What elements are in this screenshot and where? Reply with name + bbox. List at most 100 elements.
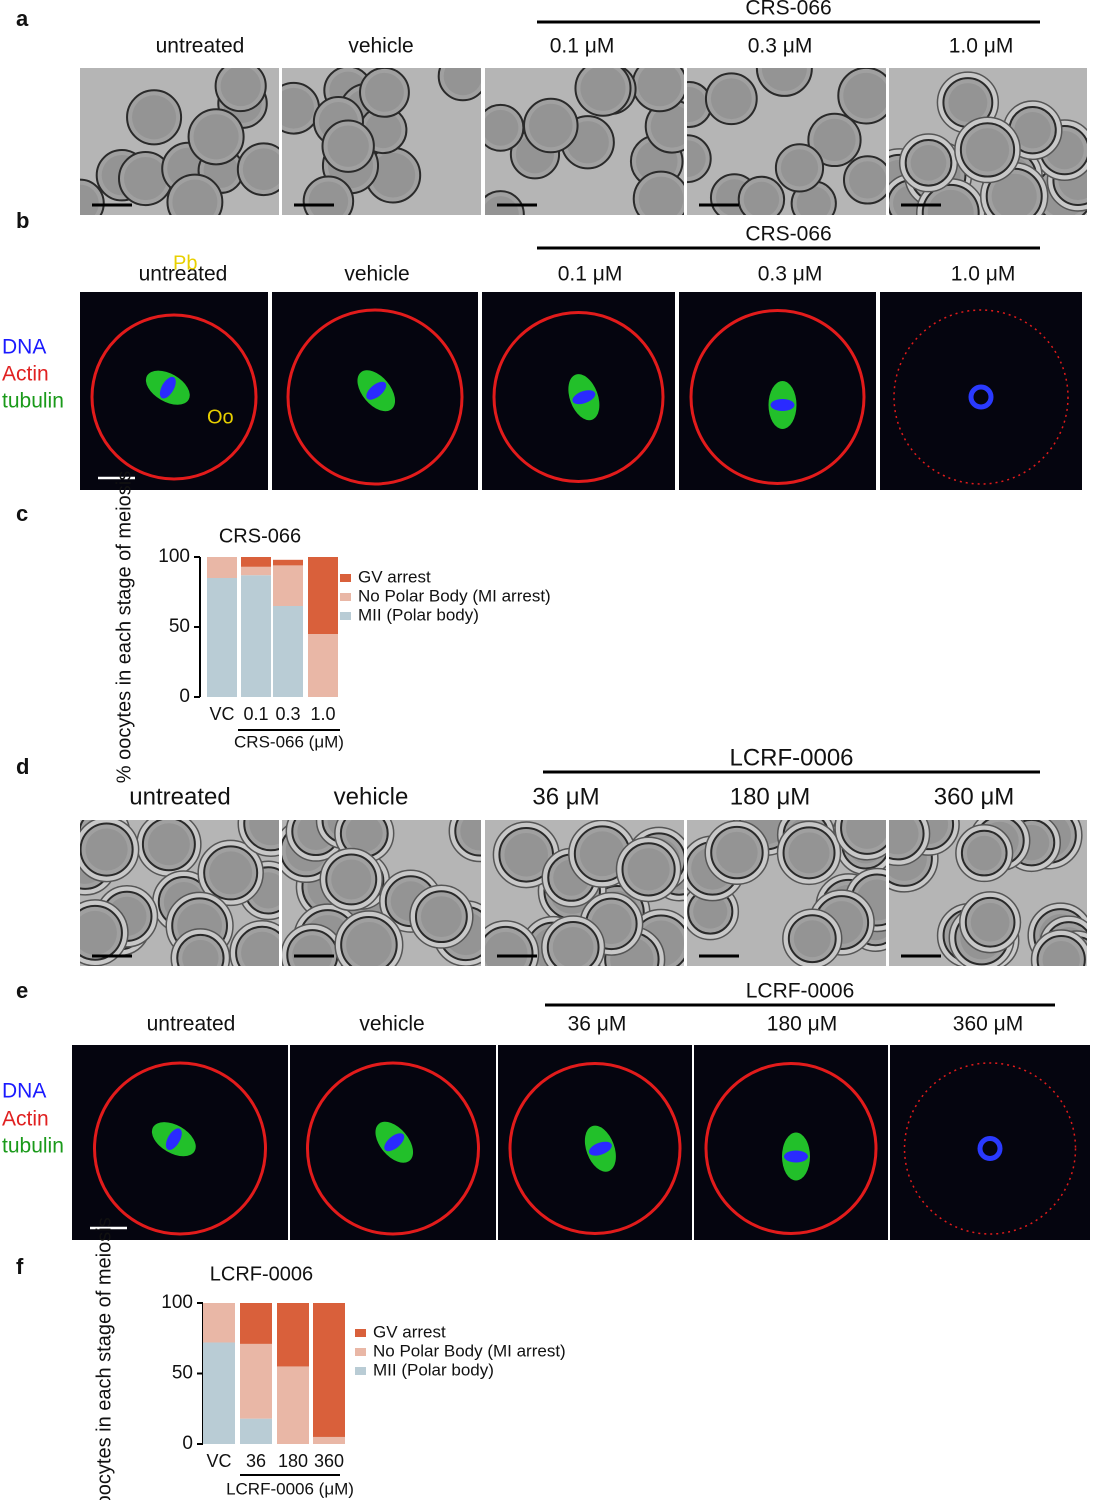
bar-segment (273, 606, 303, 697)
cytoplasm (241, 931, 279, 966)
column-label: untreated (139, 263, 228, 286)
y-tick-label: 50 (169, 616, 190, 637)
micrographs (72, 68, 1090, 1240)
chromosomes (770, 399, 795, 411)
legend-swatch (355, 1329, 366, 1337)
legend-swatch (340, 574, 351, 582)
chromosomes (366, 381, 387, 400)
bar-segment (313, 1436, 345, 1444)
brightfield-image (889, 68, 1087, 215)
cytoplasm (147, 823, 190, 866)
x-axis-label: LCRF-0006 (μM) (226, 1479, 354, 1498)
cytoplasm (242, 148, 279, 191)
fluorescence-image (890, 1045, 1090, 1240)
cytoplasm (843, 72, 886, 119)
legend-label: MII (Polar body) (358, 605, 479, 624)
cytoplasm (848, 161, 886, 199)
panel-label: a (16, 6, 29, 31)
channel-label: Actin (2, 363, 49, 386)
legend-label: MII (Polar body) (373, 1360, 494, 1379)
legend-label: GV arrest (373, 1322, 446, 1341)
cytoplasm (796, 186, 831, 215)
cytoplasm (85, 828, 128, 871)
cytoplasm (813, 118, 856, 162)
cytoplasm (365, 72, 404, 112)
legend-label: No Polar Body (MI arrest) (373, 1341, 566, 1360)
bar-segment (277, 1366, 309, 1444)
y-axis-label: % oocytes in each stage of meiosis (93, 1217, 115, 1500)
annotation: Oo (207, 406, 234, 428)
bar-segment (241, 557, 271, 567)
y-tick-label: 100 (161, 1292, 193, 1313)
brightfield-image (80, 68, 279, 215)
chart-title: CRS-066 (219, 525, 301, 547)
column-label: 0.3 μM (748, 35, 813, 58)
cytoplasm (687, 87, 707, 122)
bar-segment (203, 1303, 235, 1343)
y-tick-label: 0 (179, 686, 190, 707)
cytoplasm (710, 78, 752, 120)
fluorescence-image (498, 1045, 692, 1240)
legend-label: GV arrest (358, 567, 431, 586)
legend-swatch (340, 593, 351, 601)
legend-swatch (340, 612, 351, 620)
group-label: LCRF-0006 (746, 980, 855, 1003)
cytoplasm (650, 105, 684, 148)
cytoplasm (743, 181, 780, 215)
y-axis-label: % oocytes in each stage of meiosis (113, 471, 135, 783)
actin-cortex (90, 313, 258, 481)
x-tick-label: 36 (246, 1451, 266, 1471)
channel-label: DNA (2, 336, 46, 359)
bar-segment (273, 559, 303, 566)
group-label: CRS-066 (745, 0, 831, 20)
actin-cortex (704, 1062, 878, 1235)
panel-label: e (16, 978, 28, 1003)
cytoplasm (579, 831, 625, 877)
bar-segment (308, 557, 338, 634)
x-tick-label: 0.3 (275, 704, 300, 724)
actin-cortex (903, 1062, 1077, 1235)
column-label: vehicle (359, 1013, 424, 1036)
cytoplasm (331, 859, 372, 900)
column-label: 0.3 μM (758, 263, 823, 286)
cytoplasm (991, 173, 1037, 215)
cytoplasm (132, 95, 177, 140)
fluorescence-image (72, 1045, 288, 1240)
chromosomes (588, 1141, 612, 1156)
chromosomes (784, 1150, 808, 1163)
cytoplasm (172, 179, 218, 215)
brightfield-image (889, 820, 1087, 966)
brightfield-image (687, 68, 886, 215)
legend-swatch (355, 1367, 366, 1375)
cytoplasm (637, 68, 682, 107)
cells (687, 68, 886, 215)
cells (485, 68, 684, 215)
cytoplasm (365, 111, 402, 149)
legend-swatch (355, 1348, 366, 1356)
chromosomes (572, 390, 596, 405)
cytoplasm (485, 931, 528, 966)
column-label: untreated (129, 783, 230, 810)
chromosomes (384, 1133, 405, 1152)
fluorescence-image (80, 292, 268, 490)
cytoplasm (292, 935, 333, 966)
fluorescence-image (679, 292, 876, 490)
y-tick-label: 100 (158, 546, 190, 567)
y-tick-label: 50 (172, 1363, 193, 1384)
cells (687, 820, 886, 966)
cells (80, 68, 279, 215)
column-label: 180 μM (767, 1013, 837, 1036)
bar-segment (273, 565, 303, 606)
chart-title: LCRF-0006 (210, 1263, 313, 1285)
panel-label: c (16, 501, 28, 526)
cytoplasm (443, 68, 481, 96)
chromosomes (165, 1128, 182, 1150)
column-label: 360 μM (934, 783, 1015, 810)
bar-segment (203, 1342, 235, 1444)
cytoplasm (846, 820, 886, 849)
cytoplasm (966, 835, 1002, 871)
x-axis-label: CRS-066 (μM) (234, 732, 344, 751)
cytoplasm (793, 920, 831, 958)
column-label: untreated (156, 35, 245, 58)
